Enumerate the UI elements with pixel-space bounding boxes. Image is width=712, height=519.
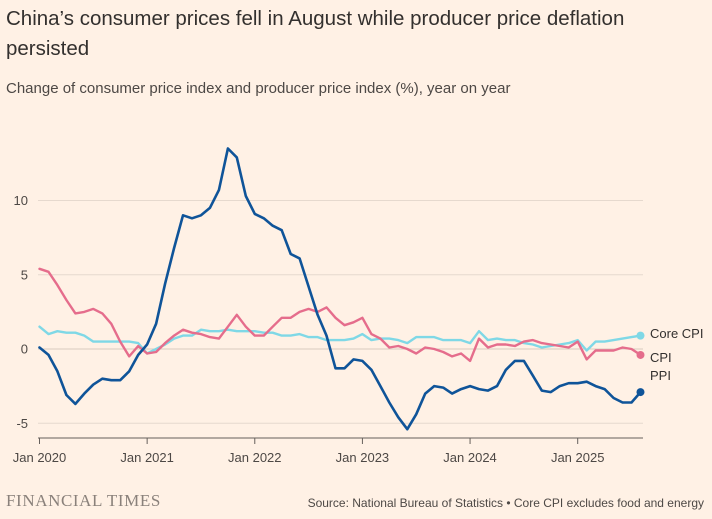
chart-title: China’s consumer prices fell in August w… [6, 7, 625, 60]
x-axis: Jan 2020 Jan 2021 Jan 2022 Jan 2023 Jan 2024… [13, 437, 643, 465]
chart-subtitle: Change of consumer price index and produ… [6, 80, 511, 97]
end-marker-core-cpi [636, 331, 645, 340]
ft-logo: FINANCIAL TIMES [6, 491, 161, 510]
series-lines [38, 147, 642, 431]
y-tick-label: -5 [16, 416, 28, 431]
x-tick-label: Jan 2024 [443, 450, 497, 465]
y-tick-label: 0 [21, 342, 28, 357]
series-label-ppi: PPI [650, 368, 671, 383]
series-line-ppi [38, 147, 642, 431]
series-labels: Core CPI CPI PPI [636, 326, 703, 397]
y-tick-label: 5 [21, 267, 28, 282]
y-tick-label: 10 [14, 193, 28, 208]
end-marker-cpi [636, 350, 645, 359]
gridlines: 10 5 0 -5 [14, 193, 643, 431]
source-note: Source: National Bureau of Statistics • … [307, 496, 704, 510]
series-line-cpi [38, 267, 642, 363]
x-tick-label: Jan 2023 [336, 450, 390, 465]
x-tick-label: Jan 2020 [13, 450, 67, 465]
end-marker-ppi [636, 388, 645, 397]
x-tick-label: Jan 2025 [551, 450, 605, 465]
x-tick-label: Jan 2021 [120, 450, 174, 465]
series-line-core-cpi [38, 325, 642, 355]
series-label-cpi: CPI [650, 350, 672, 365]
series-label-core-cpi: Core CPI [650, 326, 703, 341]
x-tick-label: Jan 2022 [228, 450, 282, 465]
